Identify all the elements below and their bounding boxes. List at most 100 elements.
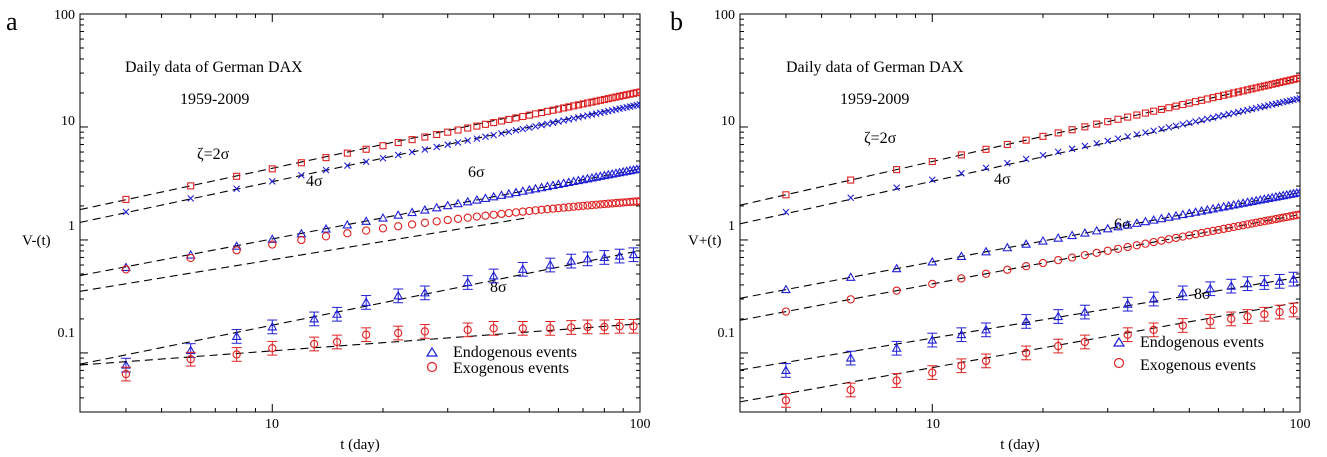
data-point-square: [608, 94, 616, 102]
data-point-triangle: [927, 334, 938, 344]
data-point-triangle: [453, 198, 463, 208]
data-point-square: [1256, 83, 1264, 91]
data-point-triangle: [1038, 235, 1048, 245]
data-point-cross: [596, 109, 604, 117]
y-axis-title: V-(t): [22, 233, 51, 249]
data-point-circle: [600, 322, 609, 332]
data-point-circle: [957, 361, 966, 370]
chart-note-title: Daily data of German DAX: [125, 59, 303, 76]
data-point-triangle: [1053, 233, 1064, 242]
series-layer: [740, 74, 1300, 408]
data-point-cross: [893, 184, 901, 192]
data-point-triangle: [891, 343, 902, 352]
data-point-square: [1165, 104, 1173, 112]
series-layer: [80, 88, 640, 382]
data-point-triangle: [419, 287, 430, 297]
data-point-cross: [1158, 125, 1165, 133]
fit-line: [80, 103, 640, 223]
data-point-triangle: [309, 313, 320, 323]
data-point-circle: [332, 337, 342, 347]
data-point-square: [122, 195, 130, 203]
data-point-circle: [632, 197, 640, 206]
data-point-triangle: [1288, 274, 1299, 283]
data-point-circle: [567, 323, 576, 332]
data-point-cross: [1039, 151, 1047, 159]
data-point-circle: [981, 269, 991, 278]
data-point-cross: [519, 125, 527, 133]
data-point-triangle: [566, 255, 577, 265]
data-point-square: [1124, 113, 1132, 121]
fit-line: [80, 168, 640, 277]
x-tick-label: 10: [265, 417, 279, 432]
data-point-cross: [482, 133, 489, 141]
data-point-square: [1114, 115, 1122, 123]
data-point-cross: [268, 177, 276, 185]
data-point-circle: [1256, 217, 1265, 227]
data-point-circle: [543, 205, 552, 214]
plot-frame: [79, 13, 641, 413]
data-point-cross: [421, 146, 429, 153]
data-point-circle: [1132, 241, 1141, 250]
data-point-circle: [1243, 220, 1252, 229]
data-point-square: [1220, 91, 1228, 99]
data-point-triangle: [1288, 188, 1299, 198]
data-point-circle: [121, 369, 131, 379]
data-point-circle: [574, 202, 583, 211]
panel-b: b V+(t) t (day) 10 100 0.1 1 10 100 Dail…: [670, 7, 1311, 453]
data-point-cross: [433, 143, 441, 151]
data-point-triangle: [1163, 212, 1174, 221]
data-point-circle: [546, 324, 555, 333]
legend-label-endogenous: Endogenous events: [1140, 334, 1264, 351]
data-point-cross: [532, 122, 539, 130]
data-point-cross: [1054, 148, 1062, 156]
data-point-square: [408, 136, 416, 144]
data-point-triangle: [496, 190, 507, 199]
data-point-triangle: [231, 331, 242, 340]
data-point-triangle: [631, 164, 640, 173]
data-point-cross: [1142, 129, 1149, 136]
data-point-cross: [408, 148, 416, 156]
data-point-circle: [504, 208, 514, 218]
data-point-triangle: [981, 324, 991, 334]
data-point-circle: [1224, 223, 1233, 233]
data-point-triangle: [1242, 278, 1253, 288]
data-point-triangle: [267, 234, 278, 243]
data-point-square: [379, 142, 387, 150]
data-point-cross: [525, 124, 533, 132]
data-point-circle: [1219, 224, 1228, 234]
legend-label-exogenous: Exogenous events: [453, 360, 569, 377]
data-point-triangle: [524, 184, 535, 194]
data-point-triangle: [1079, 306, 1090, 316]
data-point-cross: [444, 141, 452, 149]
data-point-cross: [1104, 137, 1112, 145]
data-point-circle: [1141, 239, 1150, 248]
data-point-square: [1003, 140, 1011, 149]
data-point-square: [268, 165, 276, 173]
data-point-triangle: [1205, 283, 1216, 293]
data-point-cross: [1179, 120, 1187, 128]
data-point-circle: [1292, 210, 1300, 220]
data-point-triangle: [120, 262, 131, 272]
data-point-circle: [928, 368, 937, 377]
data-point-triangle: [553, 179, 564, 188]
data-point-circle: [420, 327, 430, 336]
y-tick-label: 100: [714, 8, 735, 23]
data-point-cross: [233, 185, 241, 193]
data-point-circle: [511, 208, 521, 217]
data-point-cross: [1244, 106, 1251, 114]
data-point-triangle: [927, 256, 938, 266]
data-point-triangle: [1184, 208, 1195, 217]
data-point-circle: [1103, 246, 1112, 255]
data-point-circle: [1214, 225, 1223, 235]
data-point-triangle: [431, 202, 442, 212]
data-point-circle: [1080, 337, 1090, 347]
data-point-cross: [538, 121, 545, 129]
data-point-circle: [781, 396, 791, 405]
x-axis-title: t (day): [340, 437, 380, 453]
fit-line: [740, 99, 1300, 225]
panel-letter: a: [6, 7, 18, 36]
data-point-cross: [544, 120, 551, 128]
data-point-circle: [1191, 230, 1200, 239]
data-point-square: [1234, 88, 1242, 96]
